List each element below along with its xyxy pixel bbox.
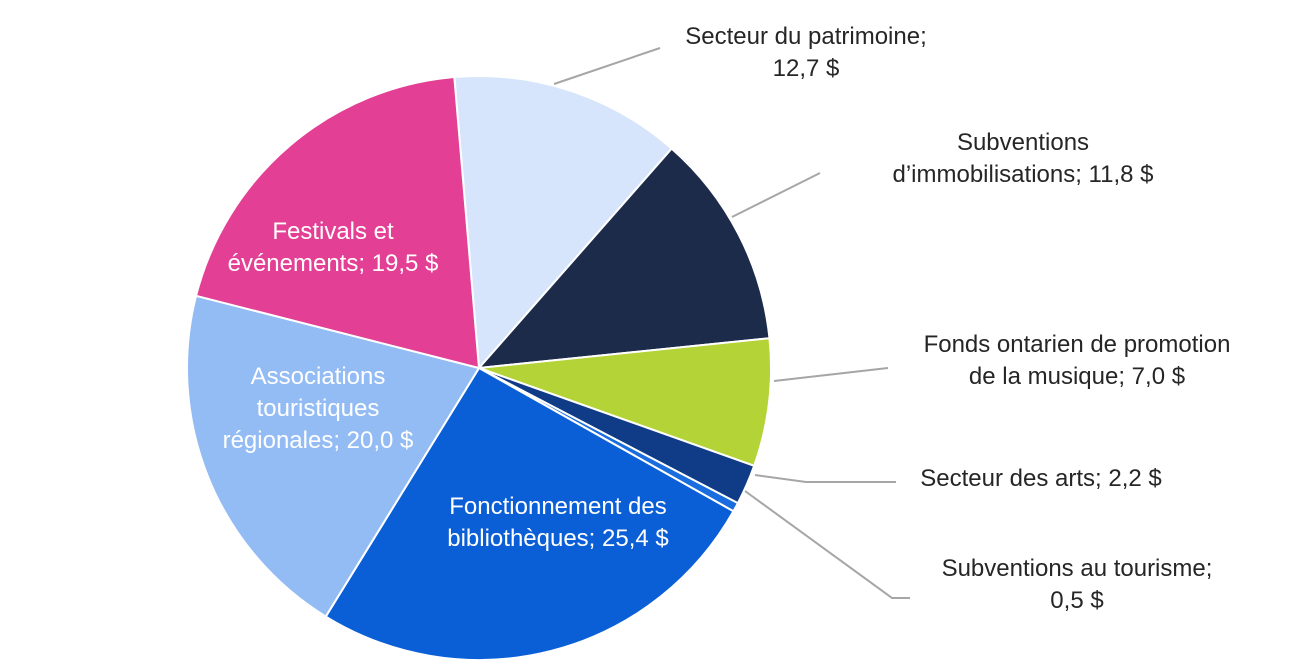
slice-label-line: Fonds ontarien de promotion xyxy=(924,331,1231,358)
slice-label: Festivals et événements; 19,5 $ xyxy=(228,218,439,277)
pie-slice xyxy=(453,75,673,369)
slice-label-line: bibliothèques; 25,4 $ xyxy=(447,525,669,552)
slice-label: Fonds ontarien de promotion de la musique… xyxy=(924,331,1231,390)
slice-label-line: touristiques xyxy=(257,395,380,422)
pie-slice xyxy=(195,76,480,369)
slice-label-line: Festivals et xyxy=(272,218,394,245)
slice-label-line: Associations xyxy=(251,363,386,390)
pie-slice xyxy=(324,367,735,661)
pie-slice xyxy=(186,294,480,618)
slice-label: Subventions au tourisme; 0,5 $ xyxy=(942,555,1213,614)
slice-label-line: 12,7 $ xyxy=(773,55,840,82)
leader-line xyxy=(731,172,821,218)
pie-slice xyxy=(478,337,772,467)
slice-label-line: Fonctionnement des xyxy=(449,493,666,520)
slice-label-line: d’immobilisations; 11,8 $ xyxy=(892,161,1153,188)
leader-lines-layer xyxy=(553,47,910,599)
slice-label-line: Subventions au tourisme; xyxy=(942,555,1213,582)
slice-label-line: Secteur des arts; 2,2 $ xyxy=(920,465,1161,492)
slice-label: Secteur du patrimoine; 12,7 $ xyxy=(685,23,926,82)
slice-label-line: Secteur du patrimoine; xyxy=(685,23,926,50)
slice-label: Associations touristiques régionales; 20,0… xyxy=(223,363,414,454)
slice-label: Subventions d’immobilisations; 11,8 $ xyxy=(892,129,1153,188)
slice-label-line: 0,5 $ xyxy=(1050,587,1103,614)
leader-line xyxy=(773,367,889,382)
slice-label-line: Subventions xyxy=(957,129,1089,156)
pie-slice xyxy=(478,147,771,369)
slice-label-line: événements; 19,5 $ xyxy=(228,250,439,277)
leader-line xyxy=(744,490,910,599)
slice-label: Secteur des arts; 2,2 $ xyxy=(920,465,1161,492)
leader-line xyxy=(754,474,896,483)
labels-layer: Secteur du patrimoine; 12,7 $ Subventions d… xyxy=(223,23,1231,614)
slice-label-line: régionales; 20,0 $ xyxy=(223,427,414,454)
leader-line xyxy=(553,47,661,85)
slice-label-line: de la musique; 7,0 $ xyxy=(969,363,1185,390)
slice-label: Fonctionnement des bibliothèques; 25,4 $ xyxy=(447,493,669,552)
slices-layer xyxy=(186,75,772,661)
